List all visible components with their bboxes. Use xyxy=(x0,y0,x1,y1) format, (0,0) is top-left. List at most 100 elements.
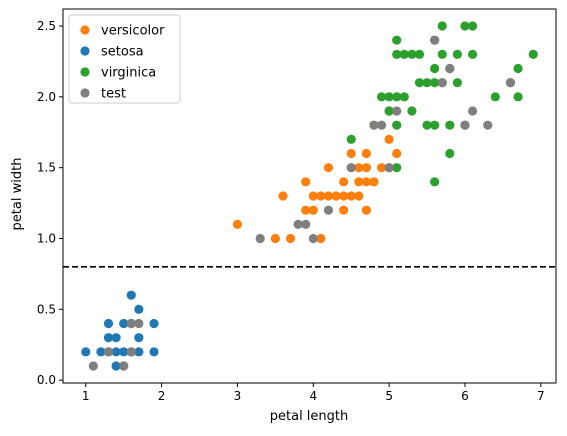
virginica-point xyxy=(407,49,417,59)
versicolor-point xyxy=(339,205,349,215)
versicolor-point xyxy=(308,205,318,215)
test-point xyxy=(88,361,98,371)
virginica-point xyxy=(452,78,462,88)
virginica-point xyxy=(467,49,478,59)
y-tick-label: 1.5 xyxy=(37,161,56,175)
y-axis: 0.0 0.5 1.0 1.5 2.0 2.5 xyxy=(37,19,63,387)
test-point xyxy=(346,163,356,173)
test-point xyxy=(460,120,470,130)
plot-area xyxy=(62,8,557,384)
versicolor-point xyxy=(331,191,341,201)
virginica-point xyxy=(392,49,402,59)
virginica-point xyxy=(392,35,402,45)
versicolor-point xyxy=(376,163,387,173)
setosa-point xyxy=(119,318,129,329)
setosa-point xyxy=(149,318,159,329)
setosa-point xyxy=(103,333,114,343)
test-point xyxy=(430,35,440,45)
test-point xyxy=(103,347,114,357)
virginica-point xyxy=(376,92,387,102)
legend-marker-setosa xyxy=(80,46,90,56)
versicolor-point xyxy=(285,233,296,244)
y-tick-label: 1.0 xyxy=(37,232,56,246)
y-tick-label: 2.0 xyxy=(37,90,56,104)
versicolor-point xyxy=(346,191,356,201)
virginica-point xyxy=(384,106,394,116)
virginica-point xyxy=(437,21,447,31)
virginica-point xyxy=(445,148,455,159)
points-layer xyxy=(81,21,538,371)
setosa-point xyxy=(134,304,144,314)
x-tick-label: 2 xyxy=(158,389,166,403)
legend-label-virginica: virginica xyxy=(101,66,156,81)
x-tick-label: 4 xyxy=(309,389,317,403)
legend-box xyxy=(68,14,181,104)
versicolor-point xyxy=(354,191,364,201)
versicolor-point xyxy=(346,148,356,159)
versicolor-point xyxy=(369,177,379,187)
x-tick-label: 1 xyxy=(82,389,90,403)
test-point xyxy=(308,233,318,244)
versicolor-point xyxy=(392,148,402,159)
x-tick-label: 5 xyxy=(385,389,393,403)
setosa-point xyxy=(111,361,121,371)
virginica-point xyxy=(414,49,425,59)
versicolor-point xyxy=(270,233,280,244)
virginica-point xyxy=(460,21,470,31)
versicolor-point xyxy=(232,219,243,229)
versicolor-point xyxy=(323,163,334,173)
setosa-point xyxy=(126,290,136,300)
virginica-point xyxy=(430,63,440,74)
y-axis-label: petal width xyxy=(10,158,25,231)
test-point xyxy=(483,120,493,130)
x-tick-label: 7 xyxy=(537,389,545,403)
virginica-point xyxy=(490,92,500,102)
setosa-point xyxy=(134,333,144,343)
setosa-point xyxy=(111,347,121,357)
virginica-point xyxy=(399,92,409,102)
test-point xyxy=(301,219,311,229)
virginica-point xyxy=(452,49,462,59)
x-axis-label: petal length xyxy=(270,409,349,424)
legend-label-setosa: setosa xyxy=(101,45,144,60)
virginica-point xyxy=(422,78,432,88)
setosa-point xyxy=(111,333,121,343)
versicolor-point xyxy=(339,177,349,187)
virginica-point xyxy=(430,177,440,187)
versicolor-point xyxy=(301,177,311,187)
test-point xyxy=(255,233,265,244)
virginica-point xyxy=(407,106,417,116)
virginica-point xyxy=(430,78,440,88)
versicolor-point xyxy=(361,205,371,215)
axes-frame xyxy=(62,8,557,384)
setosa-point xyxy=(81,347,91,357)
y-tick-label: 0.5 xyxy=(37,302,56,316)
x-tick-label: 6 xyxy=(461,389,469,403)
versicolor-point xyxy=(361,148,371,159)
versicolor-point xyxy=(339,191,349,201)
legend-marker-virginica xyxy=(80,67,90,77)
virginica-point xyxy=(422,120,432,130)
setosa-point xyxy=(103,318,114,329)
legend-label-test: test xyxy=(101,87,126,102)
setosa-point xyxy=(134,347,144,357)
test-point xyxy=(445,63,455,74)
versicolor-point xyxy=(301,205,311,215)
x-axis: 1 2 3 4 5 6 7 xyxy=(82,383,545,403)
virginica-point xyxy=(392,92,402,102)
versicolor-point xyxy=(354,163,364,173)
virginica-point xyxy=(392,120,402,130)
legend-label-versicolor: versicolor xyxy=(101,24,165,39)
test-point xyxy=(126,318,136,329)
test-point xyxy=(505,78,516,88)
virginica-point xyxy=(392,163,402,173)
virginica-point xyxy=(346,134,356,144)
versicolor-point xyxy=(308,191,318,201)
virginica-point xyxy=(467,21,478,31)
versicolor-point xyxy=(361,177,371,187)
test-point xyxy=(369,120,379,130)
versicolor-point xyxy=(323,191,334,201)
versicolor-point xyxy=(361,163,371,173)
test-point xyxy=(323,205,334,215)
virginica-point xyxy=(399,49,409,59)
